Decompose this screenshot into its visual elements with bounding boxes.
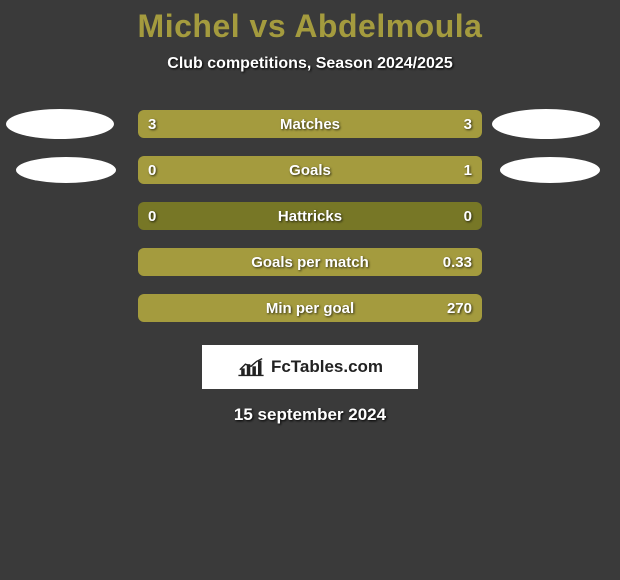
date-label: 15 september 2024 <box>0 405 620 425</box>
stat-label: Min per goal <box>138 300 482 317</box>
page-title: Michel vs Abdelmoula <box>0 8 620 45</box>
stat-row: 3Matches3 <box>0 101 620 147</box>
stat-bar: 3Matches3 <box>138 110 482 138</box>
stats-comparison-card: Michel vs Abdelmoula Club competitions, … <box>0 0 620 425</box>
player-marker-right <box>492 109 600 139</box>
stat-bar: Min per goal270 <box>138 294 482 322</box>
logo-box[interactable]: FcTables.com <box>202 345 418 389</box>
stat-label: Matches <box>138 116 482 133</box>
bar-chart-icon <box>237 357 265 377</box>
stat-row: Goals per match0.33 <box>0 239 620 285</box>
stat-value-right: 3 <box>464 116 472 133</box>
stat-value-right: 1 <box>464 162 472 179</box>
logo-text: FcTables.com <box>271 357 383 377</box>
stat-row: Min per goal270 <box>0 285 620 331</box>
stat-value-right: 270 <box>447 300 472 317</box>
stat-label: Goals <box>138 162 482 179</box>
stat-label: Hattricks <box>138 208 482 225</box>
stat-row: 0Hattricks0 <box>0 193 620 239</box>
stat-value-right: 0.33 <box>443 254 472 271</box>
player-marker-left <box>6 109 114 139</box>
stat-label: Goals per match <box>138 254 482 271</box>
stat-bar: 0Hattricks0 <box>138 202 482 230</box>
player-marker-left <box>16 157 116 183</box>
stat-bar: 0Goals1 <box>138 156 482 184</box>
stat-bar: Goals per match0.33 <box>138 248 482 276</box>
stat-value-right: 0 <box>464 208 472 225</box>
player-marker-right <box>500 157 600 183</box>
stat-row: 0Goals1 <box>0 147 620 193</box>
page-subtitle: Club competitions, Season 2024/2025 <box>0 55 620 73</box>
